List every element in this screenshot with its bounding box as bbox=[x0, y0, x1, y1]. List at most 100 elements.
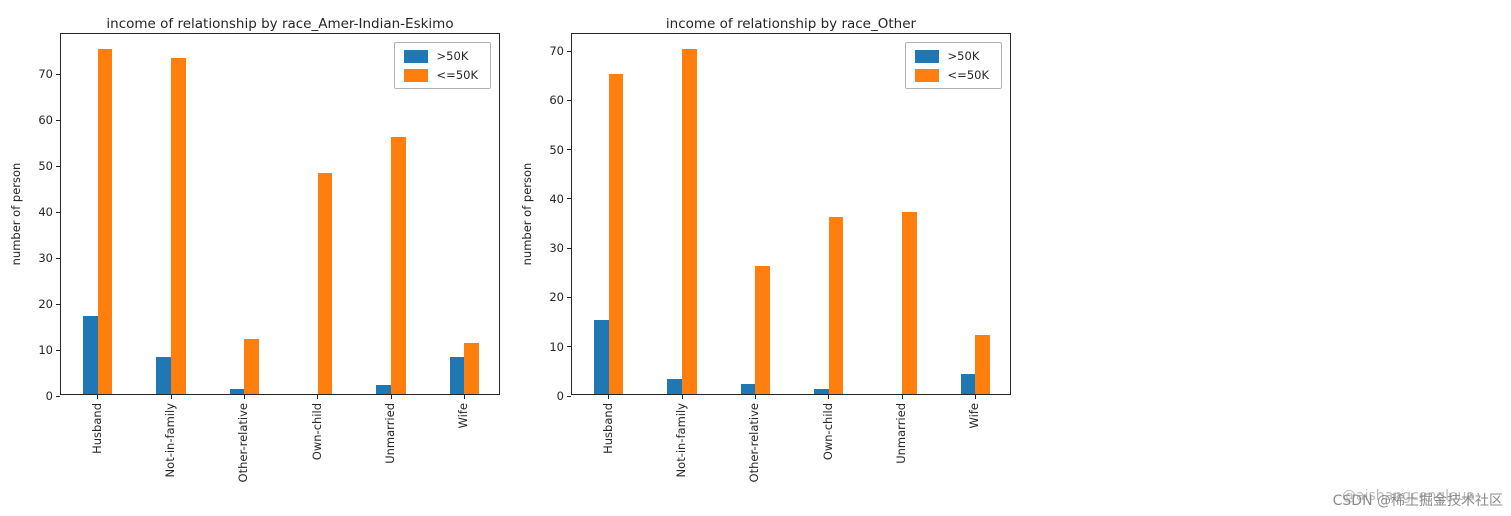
legend-entry: >50K bbox=[914, 49, 989, 63]
y-tick-mark bbox=[56, 119, 60, 121]
legend-label: <=50K bbox=[947, 68, 989, 82]
y-tick-label: 30 bbox=[38, 251, 53, 266]
x-tick-mark bbox=[243, 395, 245, 399]
legend-label: <=50K bbox=[436, 68, 478, 82]
bar-le50k bbox=[464, 343, 479, 394]
chart-title: income of relationship by race_Other bbox=[665, 16, 917, 32]
y-tick-label: 0 bbox=[45, 389, 53, 403]
y-tick-label: 40 bbox=[38, 205, 53, 220]
bar-gt50k bbox=[376, 384, 391, 394]
bar-le50k bbox=[317, 173, 333, 394]
y-tick-label: 60 bbox=[38, 113, 53, 128]
x-tick-label: Not-in-family bbox=[674, 403, 688, 478]
y-tick-label: 20 bbox=[38, 297, 53, 312]
y-tick-label: 10 bbox=[549, 339, 564, 354]
y-tick-label: 10 bbox=[38, 343, 53, 358]
x-tick-label: Wife bbox=[967, 403, 982, 429]
bar-gt50k bbox=[814, 389, 829, 394]
legend-swatch bbox=[403, 68, 428, 82]
x-tick-mark bbox=[463, 395, 465, 399]
legend: >50K <=50K bbox=[904, 42, 1002, 89]
y-tick-mark bbox=[567, 99, 571, 101]
x-tick-label: Own-child bbox=[820, 403, 835, 461]
x-tick-label: Wife bbox=[456, 403, 471, 429]
bar-gt50k bbox=[156, 357, 171, 394]
bar-gt50k bbox=[594, 320, 609, 394]
watermark: @aishangcengloua CSDN @稀土掘金技术社区 bbox=[1205, 482, 1505, 512]
bar-le50k bbox=[244, 338, 259, 394]
x-tick-mark bbox=[901, 395, 903, 399]
x-tick-mark bbox=[608, 395, 610, 399]
y-tick-label: 70 bbox=[549, 44, 564, 59]
bar-gt50k bbox=[83, 315, 98, 394]
x-tick-label: Other-relative bbox=[747, 403, 762, 483]
bar-le50k bbox=[975, 334, 990, 394]
chart-figure-left: income of relationship by race_Amer-Indi… bbox=[0, 0, 510, 516]
y-tick-mark bbox=[567, 50, 571, 52]
y-tick-mark bbox=[567, 198, 571, 200]
bar-gt50k bbox=[449, 357, 465, 394]
x-tick-label: Own-child bbox=[309, 403, 324, 461]
x-tick-label: Unmarried bbox=[894, 403, 908, 464]
legend-label: >50K bbox=[947, 49, 980, 63]
legend-entry: <=50K bbox=[914, 68, 989, 82]
chart-title: income of relationship by race_Amer-Indi… bbox=[106, 16, 454, 32]
y-tick-label: 0 bbox=[556, 389, 564, 403]
x-tick-mark bbox=[681, 395, 683, 399]
y-tick-label: 70 bbox=[38, 67, 53, 82]
x-tick-mark bbox=[974, 395, 976, 399]
y-tick-label: 40 bbox=[549, 191, 564, 206]
y-tick-mark bbox=[567, 247, 571, 249]
y-tick-mark bbox=[56, 303, 60, 305]
watermark-text-primary: CSDN @稀土掘金技术社区 bbox=[1332, 493, 1503, 509]
legend-label: >50K bbox=[436, 49, 469, 63]
y-tick-mark bbox=[56, 211, 60, 213]
y-tick-label: 20 bbox=[549, 290, 564, 305]
y-tick-mark bbox=[567, 296, 571, 298]
x-tick-mark bbox=[390, 395, 392, 399]
y-tick-label: 60 bbox=[549, 93, 564, 108]
y-tick-mark bbox=[56, 165, 60, 167]
y-tick-mark bbox=[567, 149, 571, 151]
x-tick-label: Husband bbox=[600, 403, 615, 454]
legend: >50K <=50K bbox=[393, 42, 491, 89]
bar-gt50k bbox=[960, 374, 976, 394]
bar-le50k bbox=[828, 216, 844, 394]
y-tick-label: 50 bbox=[549, 142, 564, 157]
legend-swatch bbox=[914, 68, 939, 82]
bar-le50k bbox=[608, 73, 624, 394]
x-tick-mark bbox=[317, 395, 319, 399]
x-tick-label: Unmarried bbox=[383, 403, 397, 464]
bar-le50k bbox=[682, 49, 697, 394]
bar-le50k bbox=[391, 136, 406, 394]
bar-gt50k bbox=[667, 379, 682, 394]
y-tick-label: 30 bbox=[549, 241, 564, 256]
x-tick-mark bbox=[754, 395, 756, 399]
legend-entry: <=50K bbox=[403, 68, 478, 82]
x-tick-mark bbox=[828, 395, 830, 399]
chart-figure-right: income of relationship by race_Other num… bbox=[511, 0, 1021, 516]
bar-gt50k bbox=[740, 384, 756, 394]
legend-entry: >50K bbox=[403, 49, 478, 63]
y-tick-mark bbox=[567, 346, 571, 348]
x-tick-label: Other-relative bbox=[236, 403, 251, 483]
y-tick-mark bbox=[56, 257, 60, 259]
plot-area: 0 10 20 30 40 50 60 70 Husband Not-in-family Other… bbox=[38, 33, 500, 482]
y-tick-mark bbox=[56, 73, 60, 75]
bar-le50k bbox=[97, 49, 113, 394]
watermark-text-secondary: @aishangcengloua bbox=[1342, 488, 1475, 504]
bar-gt50k bbox=[229, 389, 245, 394]
y-tick-mark bbox=[56, 349, 60, 351]
bar-le50k bbox=[902, 211, 917, 394]
legend-swatch bbox=[914, 49, 939, 63]
bar-le50k bbox=[171, 58, 186, 394]
legend-swatch bbox=[403, 49, 428, 63]
x-tick-mark bbox=[170, 395, 172, 399]
plot-area: 0 10 20 30 40 50 60 70 Husband Not-in-family Other… bbox=[549, 33, 1011, 482]
y-tick-label: 50 bbox=[38, 159, 53, 174]
bar-le50k bbox=[755, 265, 770, 394]
y-tick-mark bbox=[567, 395, 571, 397]
y-tick-mark bbox=[56, 395, 60, 397]
x-tick-label: Not-in-family bbox=[163, 403, 177, 478]
x-tick-mark bbox=[97, 395, 99, 399]
